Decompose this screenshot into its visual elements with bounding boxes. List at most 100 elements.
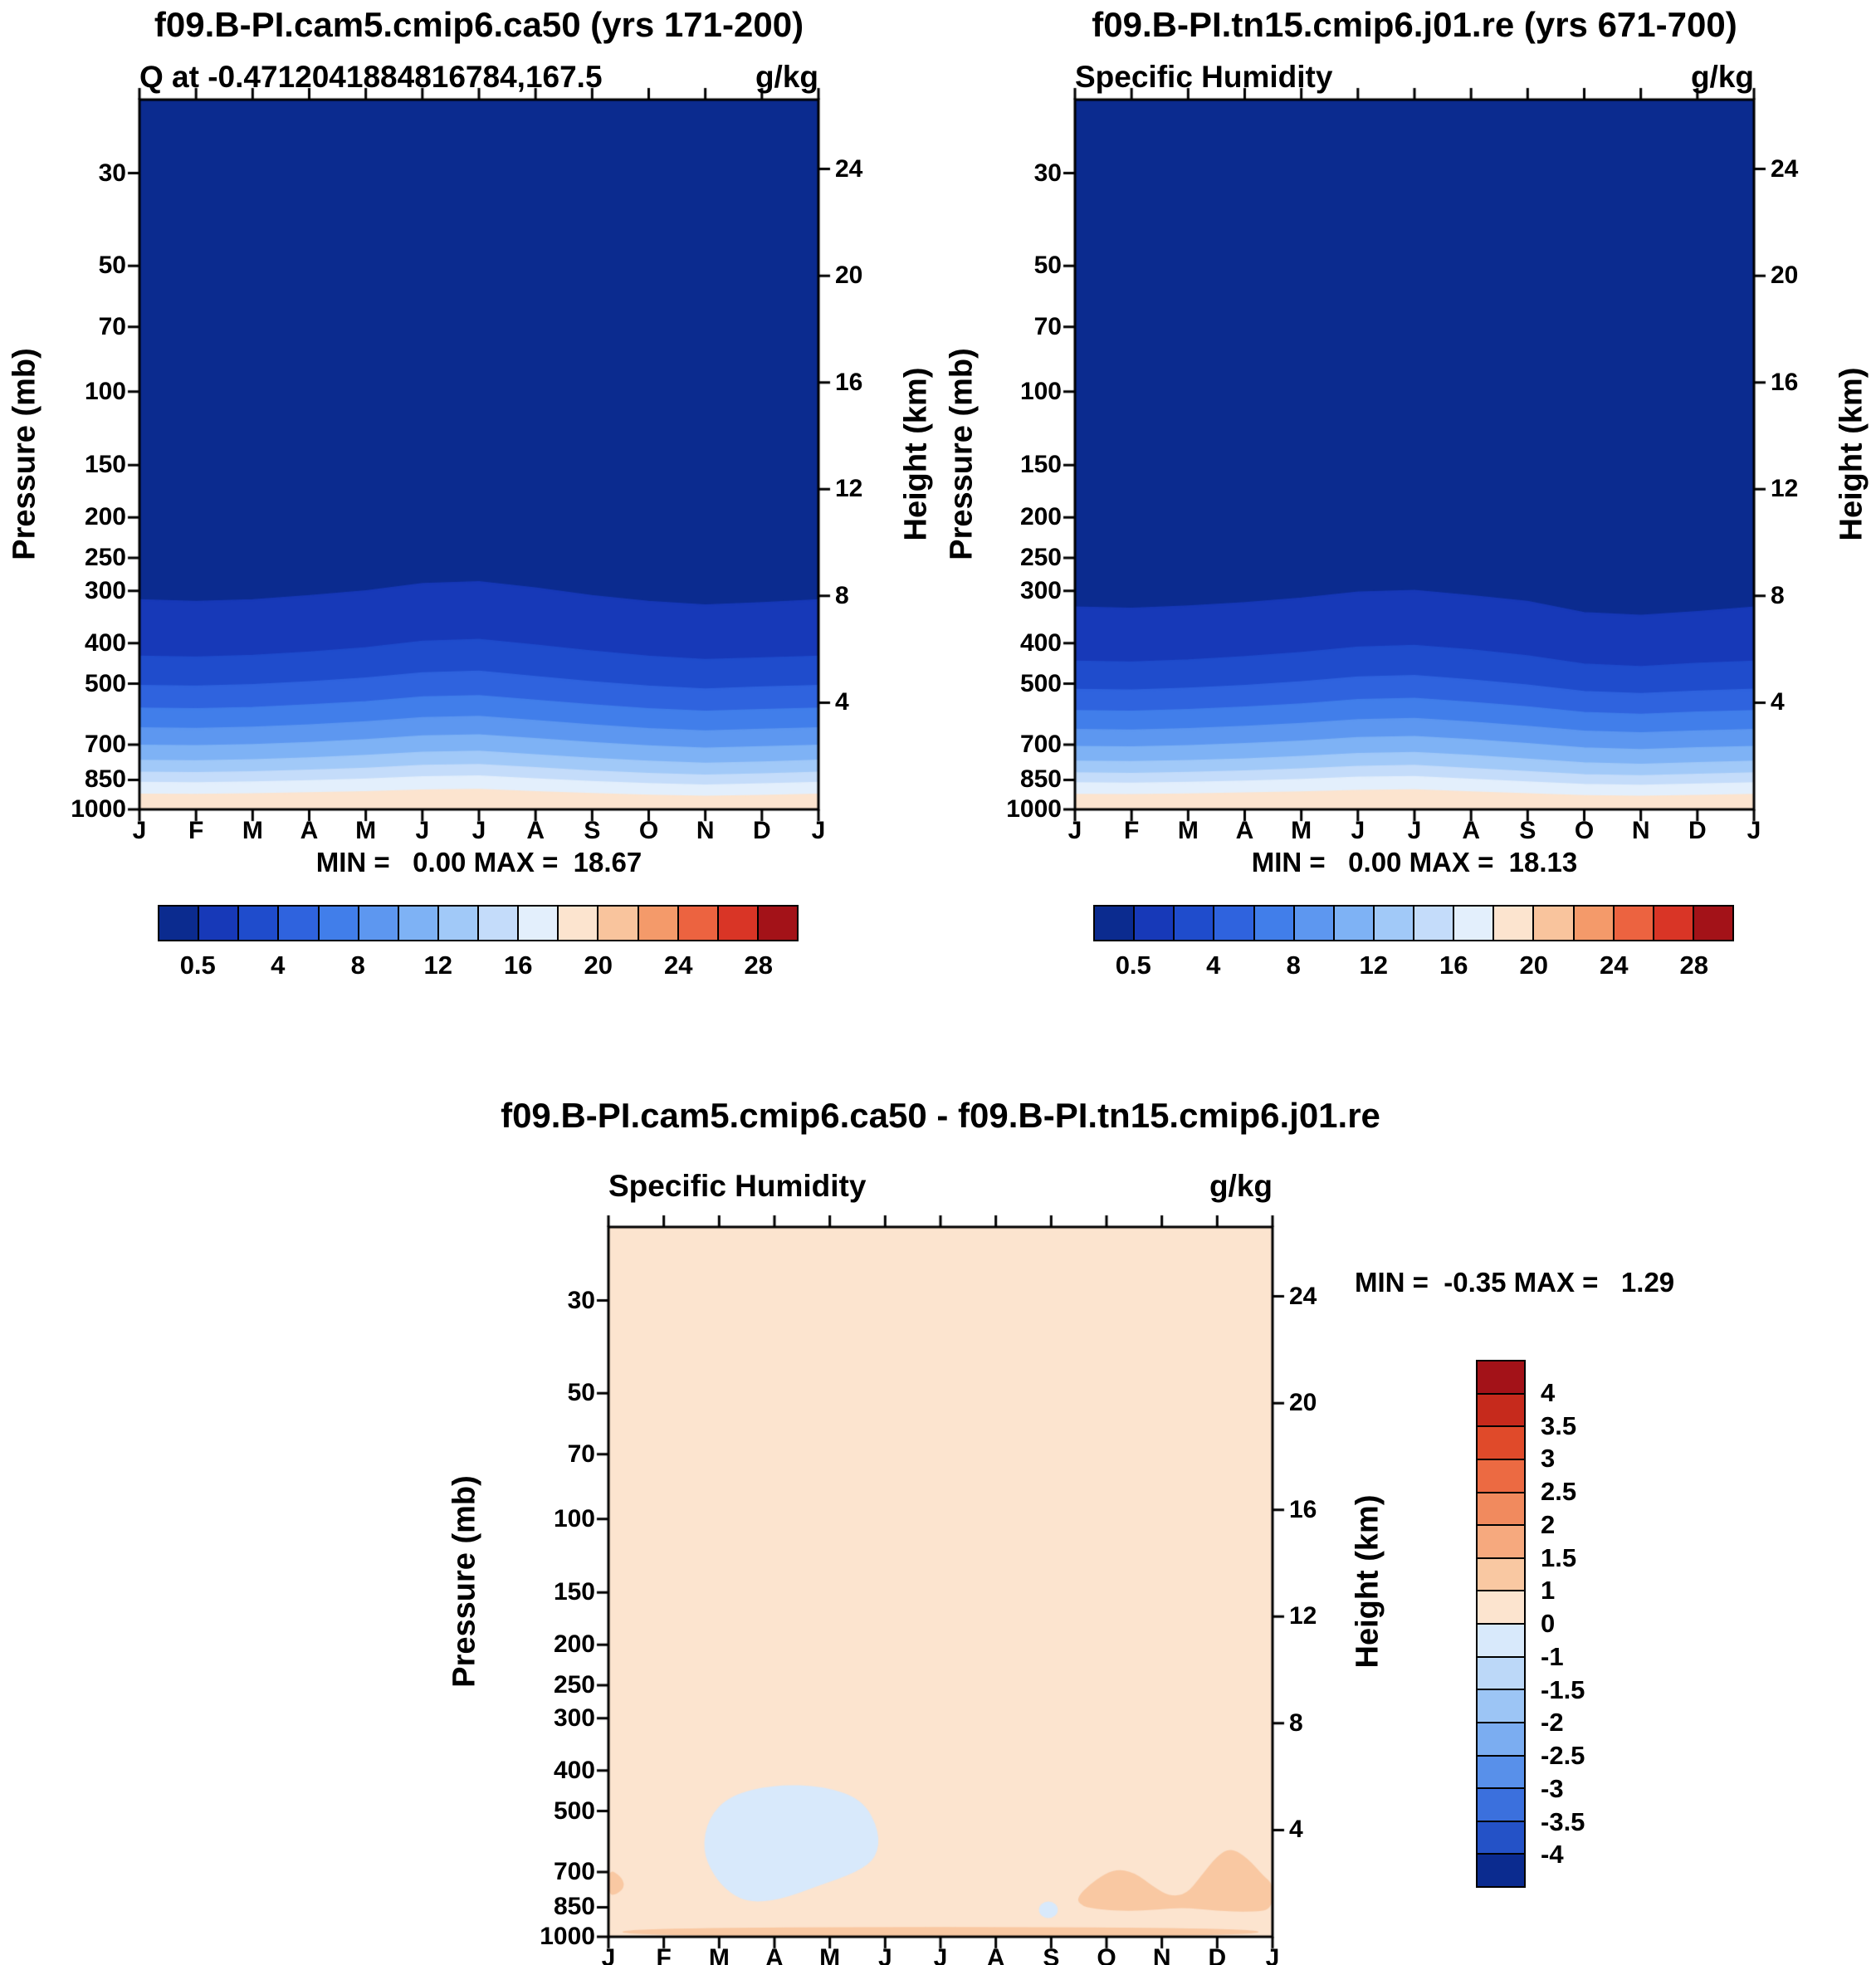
month-tick-label: O (1574, 817, 1595, 844)
colorbar-segment (1476, 1754, 1526, 1790)
panel1-minmax-text: MIN = 0.00 MAX = 18.67 (315, 847, 642, 877)
height-tick-label: 12 (1289, 1602, 1317, 1630)
month-tick-label: M (708, 1944, 730, 1965)
month-tick-label: A (1462, 817, 1480, 844)
month-tick-label: M (1177, 817, 1199, 844)
month-tick-label: D (1208, 1944, 1227, 1965)
month-tick-label: A (986, 1944, 1005, 1965)
height-tick-label: 4 (1289, 1816, 1303, 1844)
month-tick-label: N (696, 817, 715, 844)
pressure-tick-label: 700 (553, 1858, 595, 1886)
colorbar-segment (1476, 1557, 1526, 1592)
pressure-tick-label: 150 (1019, 451, 1062, 479)
colorbar-segment (158, 905, 200, 941)
colorbar-segment (1413, 905, 1455, 941)
pressure-tick-label: 700 (1019, 731, 1062, 759)
colorbar-segment (1093, 905, 1136, 941)
month-tick-label: N (1631, 817, 1650, 844)
height-tick-label: 20 (1289, 1389, 1317, 1417)
month-tick-label: M (355, 817, 377, 844)
colorbar-segment (1612, 905, 1654, 941)
month-tick-label: A (1235, 817, 1254, 844)
panel2-minmax-text: MIN = 0.00 MAX = 18.13 (1251, 847, 1578, 877)
colorbar-label: 3 (1541, 1444, 1556, 1474)
colorbar-label: 12 (423, 951, 452, 980)
pressure-tick-label: 250 (1019, 544, 1062, 572)
colorbar-segment (1253, 905, 1295, 941)
colorbar-segment (1476, 1820, 1526, 1855)
colorbar-label: -3 (1541, 1773, 1564, 1803)
pressure-tick-label: 200 (1019, 503, 1062, 531)
pressure-tick-label: 100 (553, 1504, 595, 1532)
pressure-tick-label: 850 (1019, 765, 1062, 794)
colorbar-label: 4 (1206, 951, 1221, 980)
panel2-colorbar (1093, 905, 1734, 941)
colorbar-segment (597, 905, 639, 941)
colorbar-segment (1692, 905, 1734, 941)
colorbar-segment (1476, 1491, 1526, 1527)
colorbar-segment (1173, 905, 1215, 941)
panel1-colorbar (158, 905, 799, 941)
pressure-tick-label: 70 (1033, 312, 1062, 340)
colorbar-segment (1372, 905, 1414, 941)
pressure-tick-label: 100 (84, 377, 126, 405)
pressure-tick-label: 300 (84, 576, 126, 604)
colorbar-segment (357, 905, 399, 941)
colorbar-label: -2 (1541, 1708, 1564, 1738)
colorbar-segment (1292, 905, 1335, 941)
panel1-contour-plot (120, 80, 838, 829)
pressure-tick-label: 200 (553, 1630, 595, 1659)
month-tick-label: M (1291, 817, 1312, 844)
pressure-tick-label: 70 (567, 1440, 595, 1468)
colorbar-label: 2.5 (1541, 1477, 1577, 1506)
pressure-tick-label: 400 (84, 628, 126, 657)
height-tick-label: 12 (835, 475, 863, 503)
pressure-tick-label: 70 (98, 312, 126, 340)
colorbar-segment (1476, 1689, 1526, 1723)
month-tick-label: M (819, 1944, 841, 1965)
colorbar-segment (1476, 1360, 1526, 1395)
colorbar-segment (1476, 1655, 1526, 1691)
colorbar-segment (1453, 905, 1495, 941)
height-tick-label: 16 (1771, 368, 1799, 396)
panel3-minmax-text: MIN = -0.35 MAX = 1.29 (1355, 1267, 1675, 1298)
colorbar-segment (1476, 1623, 1526, 1658)
height-tick-label: 24 (835, 154, 863, 183)
month-tick-label: S (1519, 817, 1536, 844)
pressure-tick-label: 500 (1019, 669, 1062, 697)
height-tick-label: 24 (1771, 154, 1799, 183)
panel1-title: f09.B-PI.cam5.cmip6.ca50 (yrs 171-200) (154, 5, 804, 44)
colorbar-segment (1476, 1392, 1526, 1428)
pressure-tick-label: 1000 (71, 795, 126, 823)
pressure-tick-label: 50 (1033, 252, 1062, 280)
month-tick-label: F (1123, 817, 1140, 844)
colorbar-label: 3.5 (1541, 1410, 1577, 1440)
month-tick-label: N (1152, 1944, 1171, 1965)
colorbar-label: -4 (1541, 1840, 1564, 1870)
colorbar-segment (198, 905, 240, 941)
colorbar-segment (756, 905, 799, 941)
height-tick-label: 16 (835, 368, 863, 396)
colorbar-segment (1476, 1524, 1526, 1559)
pressure-tick-label: 30 (567, 1286, 595, 1314)
pressure-tick-label: 400 (553, 1756, 595, 1784)
month-tick-label: O (1097, 1944, 1116, 1965)
pressure-tick-label: 250 (553, 1671, 595, 1699)
height-tick-label: 24 (1289, 1282, 1317, 1310)
height-tick-label: 4 (1771, 688, 1785, 716)
pressure-tick-label: 700 (84, 731, 126, 759)
month-tick-label: J (1265, 1944, 1280, 1965)
colorbar-label: 20 (1519, 951, 1548, 980)
panel3-height-axis-title: Height (km) (1350, 1494, 1385, 1669)
month-tick-label: D (1688, 817, 1707, 844)
pressure-tick-label: 50 (567, 1379, 595, 1407)
pressure-tick-label: 300 (1019, 576, 1062, 604)
colorbar-segment (637, 905, 679, 941)
pressure-tick-label: 850 (84, 765, 126, 794)
height-tick-label: 16 (1289, 1495, 1317, 1523)
colorbar-segment (277, 905, 320, 941)
month-tick-label: D (752, 817, 771, 844)
colorbar-segment (1476, 1425, 1526, 1460)
month-tick-label: S (584, 817, 601, 844)
